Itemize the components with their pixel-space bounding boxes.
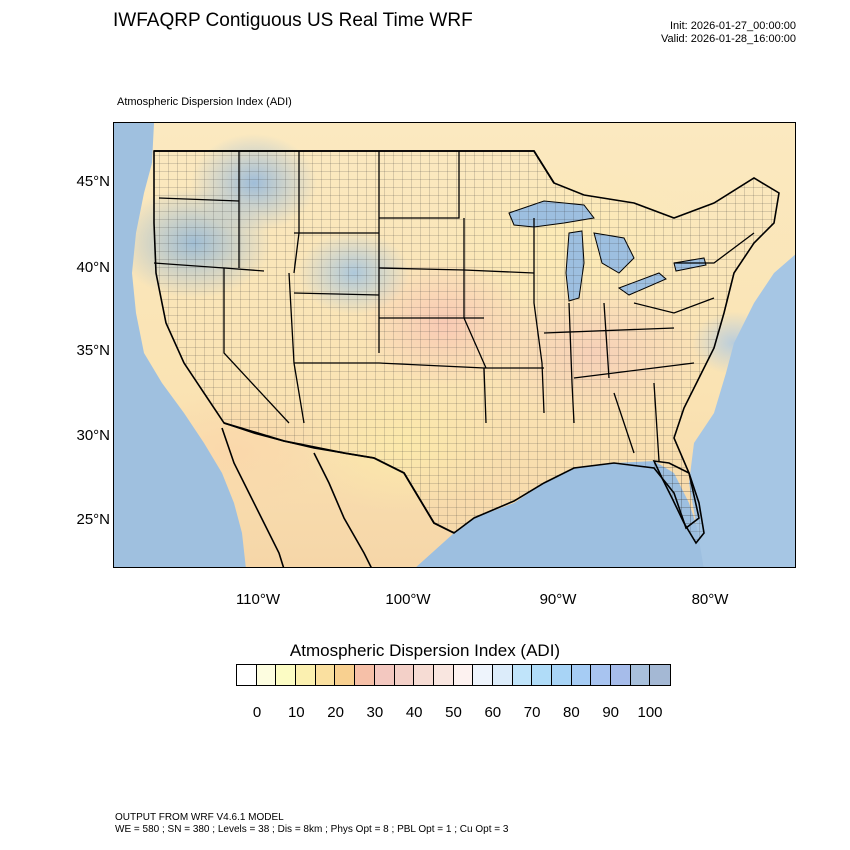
lat-label-40: 40°N — [76, 259, 110, 276]
colorbar-label: 0 — [252, 704, 262, 721]
colorbar-label: 100 — [637, 704, 663, 721]
gulf-atlantic-ocean — [416, 461, 704, 567]
colorbar-label: 50 — [445, 704, 462, 721]
colorbar-title: Atmospheric Dispersion Index (ADI) — [289, 641, 561, 660]
field-subtitle: Atmospheric Dispersion Index (ADI) — [117, 96, 292, 108]
colorbar — [236, 664, 671, 686]
colorbar-swatch — [414, 665, 434, 685]
colorbar-swatch — [650, 665, 671, 685]
colorbar-swatch — [394, 665, 415, 685]
pacific-ocean — [114, 123, 246, 567]
colorbar-swatch — [532, 665, 552, 685]
colorbar-label: 70 — [523, 704, 541, 721]
colorbar-swatch — [315, 665, 336, 685]
colorbar-swatch — [552, 665, 572, 685]
colorbar-swatch — [296, 665, 316, 685]
state-boundaries — [153, 151, 755, 462]
lon-label-100: 100°W — [385, 591, 431, 608]
colorbar-swatch — [256, 665, 277, 685]
lon-label-90: 90°W — [539, 591, 577, 608]
colorbar-label: 30 — [366, 704, 384, 721]
colorbar-swatch — [433, 665, 454, 685]
colorbar-swatch — [630, 665, 651, 685]
valid-time: Valid: 2026-01-28_16:00:00 — [661, 33, 796, 45]
colorbar-swatch — [473, 665, 493, 685]
mexico-coast — [313, 452, 372, 567]
canada-border — [154, 150, 555, 184]
atlantic-ocean — [689, 254, 795, 567]
colorbar-label: 60 — [484, 704, 502, 721]
colorbar-swatch — [335, 665, 356, 685]
model-version: OUTPUT FROM WRF V4.6.1 MODEL — [115, 812, 284, 823]
colorbar-swatch — [355, 665, 375, 685]
colorbar-swatch — [237, 665, 257, 685]
colorbar-swatch — [611, 665, 631, 685]
lat-label-30: 30°N — [76, 427, 110, 444]
lon-label-110: 110°W — [235, 591, 281, 608]
time-info: Init: 2026-01-27_00:00:00 Valid: 2026-01… — [661, 20, 796, 46]
colorbar-swatch — [374, 665, 395, 685]
model-config: WE = 580 ; SN = 380 ; Levels = 38 ; Dis … — [115, 824, 509, 835]
colorbar-label: 20 — [327, 704, 344, 721]
lon-label-80: 80°W — [691, 591, 729, 608]
map-panel — [113, 122, 796, 568]
model-info-footer: OUTPUT FROM WRF V4.6.1 MODEL WE = 580 ; … — [115, 812, 508, 836]
colorbar-swatch — [591, 665, 612, 685]
lat-label-45: 45°N — [76, 173, 110, 190]
colorbar-label: 10 — [287, 704, 305, 721]
colorbar-swatch — [512, 665, 533, 685]
mexico-border — [223, 422, 455, 534]
lat-label-25: 25°N — [76, 511, 110, 528]
chart-title: IWFAQRP Contiguous US Real Time WRF — [113, 10, 473, 31]
lat-label-35: 35°N — [76, 342, 110, 359]
colorbar-swatch — [571, 665, 592, 685]
colorbar-label: 90 — [602, 704, 620, 721]
colorbar-swatch — [453, 665, 474, 685]
map-drawing — [114, 123, 795, 567]
colorbar-swatch — [492, 665, 513, 685]
colorbar-label: 80 — [563, 704, 580, 721]
florida — [652, 460, 705, 545]
colorbar-swatch — [276, 665, 297, 685]
colorbar-label: 40 — [405, 704, 423, 721]
baja-coast — [221, 427, 285, 567]
init-time: Init: 2026-01-27_00:00:00 — [670, 20, 796, 32]
